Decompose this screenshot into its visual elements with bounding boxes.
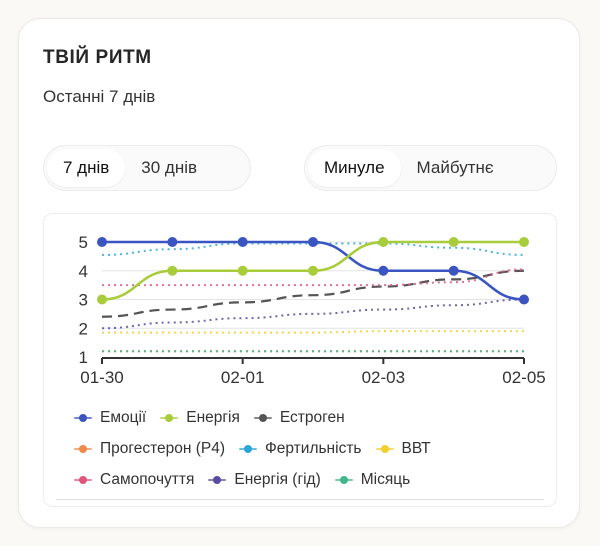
data-point[interactable] <box>378 237 389 247</box>
legend-row: Самопочуття Енергія (гід) Місяць <box>74 464 544 495</box>
svg-text:1: 1 <box>79 348 88 367</box>
data-point[interactable] <box>308 237 318 247</box>
legend-label: Фертильність <box>265 439 362 457</box>
data-point[interactable] <box>97 294 107 305</box>
data-point[interactable] <box>237 265 248 276</box>
svg-text:01-30: 01-30 <box>80 368 123 387</box>
legend-item[interactable]: ВВТ <box>375 439 431 458</box>
legend-label: Прогестерон (P4) <box>100 439 225 457</box>
legend-label: ВВТ <box>401 439 431 457</box>
range-toggle: 7 днів 30 днів <box>43 145 251 191</box>
legend-item[interactable]: Естроген <box>253 408 345 427</box>
legend-swatch-icon <box>74 413 92 423</box>
svg-text:5: 5 <box>79 233 88 252</box>
legend-swatch-icon <box>208 475 227 485</box>
legend-swatch-icon <box>253 413 272 423</box>
svg-text:02-03: 02-03 <box>362 368 405 387</box>
data-point[interactable] <box>519 237 529 247</box>
time-option-future[interactable]: Майбутнє <box>416 158 494 177</box>
data-point[interactable] <box>519 294 529 305</box>
legend-label: Емоції <box>100 408 147 426</box>
chart-container: 1 2 3 4 5 01-30 02-01 02-03 02-05 Емоції Енергія Е… <box>43 213 557 507</box>
range-option-7-days[interactable]: 7 днів <box>47 149 126 187</box>
time-toggle: Минуле Майбутнє <box>304 145 557 191</box>
data-point[interactable] <box>448 265 459 276</box>
legend-item[interactable]: Самопочуття <box>74 471 194 489</box>
legend-item[interactable]: Фертильність <box>239 440 362 458</box>
legend-label: Естроген <box>279 408 345 426</box>
legend-item[interactable]: Енергія (гід) <box>208 470 321 489</box>
legend-item[interactable]: Енергія <box>160 409 240 427</box>
legend-label: Самопочуття <box>100 470 195 488</box>
data-point[interactable] <box>378 265 389 276</box>
legend-item[interactable]: Місяць <box>334 470 411 489</box>
divider <box>56 499 544 500</box>
legend-swatch-icon <box>239 444 257 454</box>
card-subtitle: Останні 7 днів <box>43 87 156 106</box>
time-option-past[interactable]: Минуле <box>308 149 401 187</box>
range-option-30-days[interactable]: 30 днів <box>141 158 198 177</box>
data-point[interactable] <box>167 237 178 247</box>
card-title: ТВІЙ РИТМ <box>43 47 152 68</box>
legend-row: Прогестерон (P4) Фертильність ВВТ <box>74 433 544 464</box>
legend-label: Місяць <box>360 470 411 488</box>
svg-text:4: 4 <box>79 262 88 281</box>
svg-text:3: 3 <box>79 291 88 310</box>
legend-item[interactable]: Прогестерон (P4) <box>74 440 225 458</box>
data-point[interactable] <box>237 237 248 247</box>
series-line <box>102 330 524 334</box>
legend-row: Емоції Енергія Естроген <box>74 402 544 433</box>
data-point[interactable] <box>167 265 178 276</box>
svg-text:02-05: 02-05 <box>502 368 545 387</box>
line-chart: 1 2 3 4 5 01-30 02-01 02-03 02-05 <box>79 233 546 387</box>
legend-swatch-icon <box>334 475 353 485</box>
legend-swatch-icon <box>74 444 92 454</box>
svg-text:2: 2 <box>79 319 88 338</box>
data-point[interactable] <box>448 237 459 247</box>
data-point[interactable] <box>97 237 107 247</box>
legend-item[interactable]: Емоції <box>74 409 146 427</box>
series-line <box>101 298 525 330</box>
legend-swatch-icon <box>160 413 179 423</box>
legend-swatch-icon <box>375 444 394 454</box>
legend-label: Енергія <box>186 408 240 426</box>
svg-text:02-01: 02-01 <box>221 368 264 387</box>
legend-swatch-icon <box>74 475 92 485</box>
chart-legend: Емоції Енергія Естроген Прогестерон (P4) Фер… <box>74 402 544 495</box>
series-line <box>102 268 525 287</box>
legend-label: Енергія (гід) <box>234 470 321 488</box>
rhythm-card: ТВІЙ РИТМ Останні 7 днів 7 днів 30 днів … <box>18 18 580 528</box>
series-line <box>101 269 525 318</box>
data-point[interactable] <box>308 265 318 276</box>
